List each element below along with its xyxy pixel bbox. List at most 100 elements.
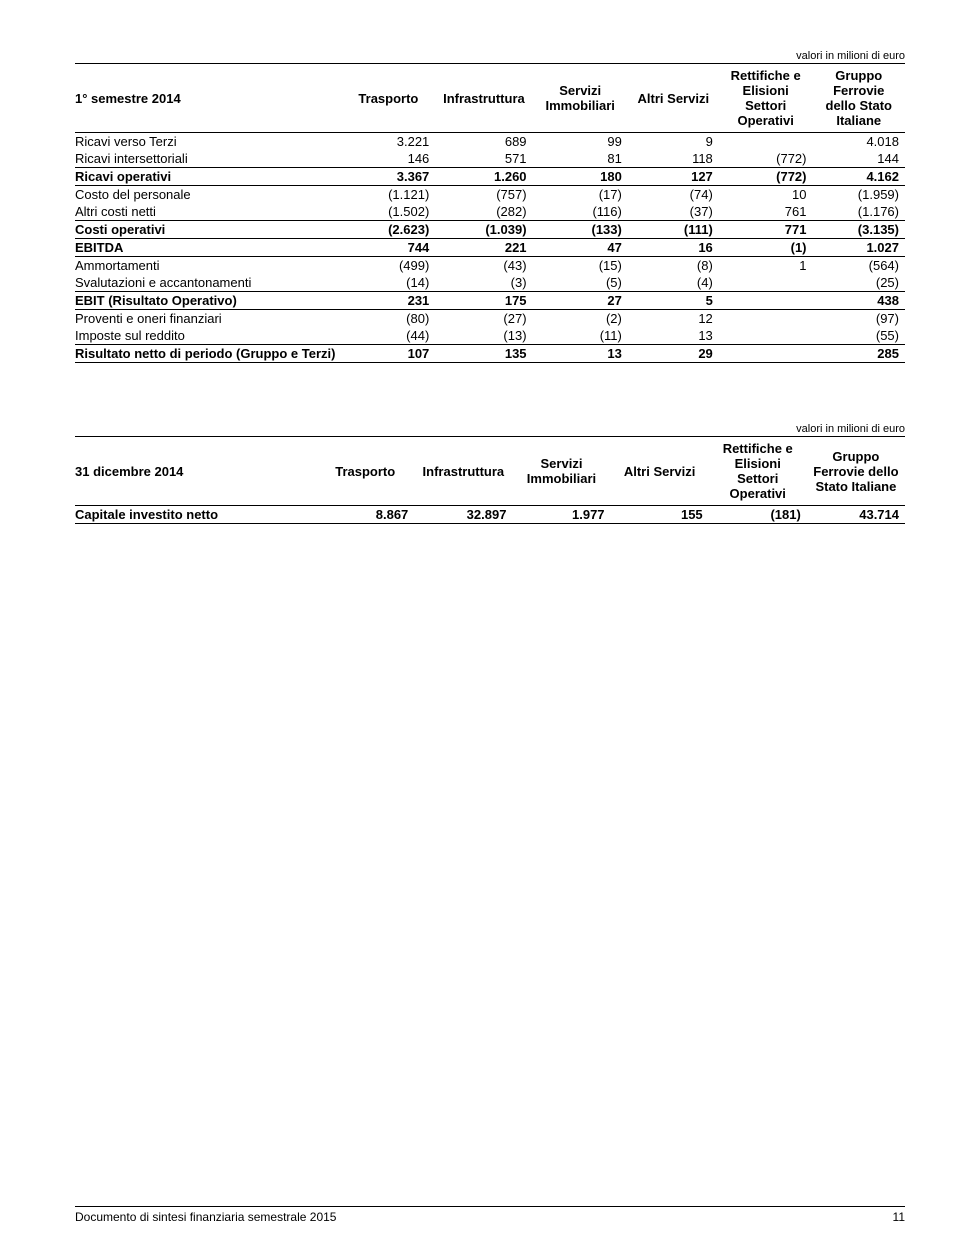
cell-value: (1.176) [813, 203, 906, 221]
row-label: Risultato netto di periodo (Gruppo e Ter… [75, 345, 341, 363]
th-rett: Rettifiche e Elisioni Settori Operativi [719, 64, 813, 133]
cell-value: 127 [628, 168, 719, 186]
cell-value: 99 [533, 133, 628, 151]
cell-value: (499) [341, 257, 435, 275]
cell-value: (13) [435, 327, 532, 345]
cell-value [719, 133, 813, 151]
cell-value: (74) [628, 186, 719, 204]
cell-value: 761 [719, 203, 813, 221]
cell-value: (37) [628, 203, 719, 221]
table-row: Ammortamenti(499)(43)(15)(8)1(564) [75, 257, 905, 275]
cell-value: 13 [533, 345, 628, 363]
cell-value: 4.162 [813, 168, 906, 186]
cell-value: (564) [813, 257, 906, 275]
table2: 31 dicembre 2014 Trasporto Infrastruttur… [75, 437, 905, 524]
cell-value: 135 [435, 345, 532, 363]
cell-value: (15) [533, 257, 628, 275]
th2-altri: Altri Servizi [611, 437, 709, 506]
row-label: Altri costi netti [75, 203, 341, 221]
cell-value: 32.897 [414, 506, 512, 524]
cell-value: 4.018 [813, 133, 906, 151]
cell-value: 118 [628, 150, 719, 168]
cell-value: (55) [813, 327, 906, 345]
table-row: Risultato netto di periodo (Gruppo e Ter… [75, 345, 905, 363]
th2-immob: Servizi Immobiliari [512, 437, 610, 506]
cell-value: (1.039) [435, 221, 532, 239]
table-row: Imposte sul reddito(44)(13)(11)13 (55) [75, 327, 905, 345]
cell-value: (5) [533, 274, 628, 292]
cell-value: (17) [533, 186, 628, 204]
cell-value: (11) [533, 327, 628, 345]
cell-value: (8) [628, 257, 719, 275]
cell-value: (25) [813, 274, 906, 292]
cell-value: 175 [435, 292, 532, 310]
cell-value [719, 327, 813, 345]
cell-value: 1.260 [435, 168, 532, 186]
table1-header-row: 1° semestre 2014 Trasporto Infrastruttur… [75, 64, 905, 133]
cell-value: (27) [435, 310, 532, 328]
table1-caption: valori in milioni di euro [75, 50, 905, 64]
row-label: Costo del personale [75, 186, 341, 204]
cell-value: 231 [341, 292, 435, 310]
table2-header-row: 31 dicembre 2014 Trasporto Infrastruttur… [75, 437, 905, 506]
cell-value: (772) [719, 150, 813, 168]
cell-value: 16 [628, 239, 719, 257]
table1: 1° semestre 2014 Trasporto Infrastruttur… [75, 64, 905, 363]
row-label: Imposte sul reddito [75, 327, 341, 345]
cell-value: (3) [435, 274, 532, 292]
th-period: 1° semestre 2014 [75, 64, 341, 133]
cell-value: 155 [611, 506, 709, 524]
cell-value: 1 [719, 257, 813, 275]
cell-value: 144 [813, 150, 906, 168]
cell-value: 43.714 [807, 506, 905, 524]
cell-value: 285 [813, 345, 906, 363]
cell-value: (44) [341, 327, 435, 345]
th2-trasporto: Trasporto [316, 437, 414, 506]
row-label: EBITDA [75, 239, 341, 257]
cell-value: (111) [628, 221, 719, 239]
cell-value: (1) [719, 239, 813, 257]
cell-value: 438 [813, 292, 906, 310]
row-label: Capitale investito netto [75, 506, 316, 524]
cell-value: (4) [628, 274, 719, 292]
cell-value: (1.959) [813, 186, 906, 204]
cell-value: (757) [435, 186, 532, 204]
cell-value: 1.027 [813, 239, 906, 257]
cell-value: (772) [719, 168, 813, 186]
row-label: Svalutazioni e accantonamenti [75, 274, 341, 292]
th-gruppo: Gruppo Ferrovie dello Stato Italiane [813, 64, 906, 133]
th2-rett: Rettifiche e Elisioni Settori Operativi [709, 437, 807, 506]
table2-caption: valori in milioni di euro [75, 423, 905, 437]
cell-value: (181) [709, 506, 807, 524]
row-label: EBIT (Risultato Operativo) [75, 292, 341, 310]
table-row: Ricavi verso Terzi3.2216899994.018 [75, 133, 905, 151]
th2-gruppo: Gruppo Ferrovie dello Stato Italiane [807, 437, 905, 506]
cell-value: 221 [435, 239, 532, 257]
cell-value: (80) [341, 310, 435, 328]
cell-value: 771 [719, 221, 813, 239]
cell-value: (1.121) [341, 186, 435, 204]
table-row: Costo del personale(1.121)(757)(17)(74)1… [75, 186, 905, 204]
row-label: Proventi e oneri finanziari [75, 310, 341, 328]
table-row: Costi operativi(2.623)(1.039)(133)(111)7… [75, 221, 905, 239]
cell-value: (3.135) [813, 221, 906, 239]
cell-value: 13 [628, 327, 719, 345]
th-infra: Infrastruttura [435, 64, 532, 133]
row-label: Ricavi verso Terzi [75, 133, 341, 151]
th2-infra: Infrastruttura [414, 437, 512, 506]
cell-value: (282) [435, 203, 532, 221]
cell-value: 9 [628, 133, 719, 151]
cell-value: 571 [435, 150, 532, 168]
cell-value: 8.867 [316, 506, 414, 524]
cell-value [719, 345, 813, 363]
cell-value: 180 [533, 168, 628, 186]
cell-value: 5 [628, 292, 719, 310]
cell-value: 12 [628, 310, 719, 328]
cell-value: (43) [435, 257, 532, 275]
cell-value [719, 310, 813, 328]
cell-value: 107 [341, 345, 435, 363]
cell-value: 744 [341, 239, 435, 257]
table-row: EBITDA7442214716(1)1.027 [75, 239, 905, 257]
table-row: Ricavi operativi3.3671.260180127(772)4.1… [75, 168, 905, 186]
row-label: Ammortamenti [75, 257, 341, 275]
